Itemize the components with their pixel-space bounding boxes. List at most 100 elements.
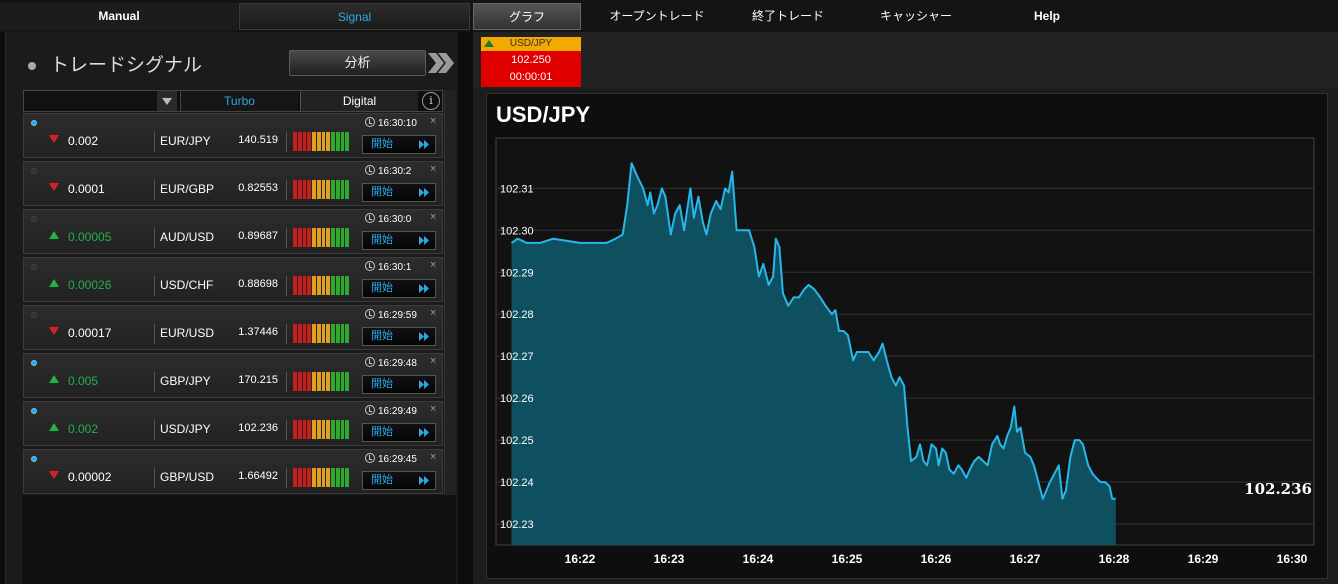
signal-list: 0.002 EUR/JPY 140.519 16:30:10 × 開始 0.0001 EUR/…	[23, 113, 443, 497]
start-button[interactable]: 開始	[362, 279, 436, 298]
meter-segment	[331, 468, 335, 487]
x-tick-label: 16:22	[565, 552, 596, 566]
strength-meter	[293, 324, 349, 343]
tab-manual[interactable]: Manual	[0, 3, 238, 30]
divider	[286, 228, 287, 248]
open-ticket[interactable]: USD/JPY 102.250 00:00:01	[481, 37, 581, 87]
status-dot	[31, 264, 37, 270]
close-icon[interactable]: ×	[430, 451, 437, 463]
close-icon[interactable]: ×	[430, 115, 437, 127]
close-icon[interactable]: ×	[430, 163, 437, 175]
start-label: 開始	[371, 138, 393, 150]
clock-icon	[365, 453, 375, 463]
x-tick-label: 16:30	[1277, 552, 1308, 566]
signal-time: 16:29:59	[365, 309, 429, 323]
meter-segment	[312, 420, 316, 439]
signal-pair: USD/CHF	[160, 278, 214, 292]
signal-price: 170.215	[238, 374, 278, 386]
signal-row[interactable]: 0.005 GBP/JPY 170.215 16:29:48 × 開始	[23, 353, 443, 398]
info-icon[interactable]: i	[422, 92, 440, 110]
meter-segment	[293, 132, 297, 151]
price-chart: 102.23 102.24 102.25 102.26 102.27 102.28 102.…	[486, 93, 1328, 579]
ticket-body: 102.250 00:00:01	[481, 51, 581, 87]
start-button[interactable]: 開始	[362, 135, 436, 154]
chart-svg: 102.23 102.24 102.25 102.26 102.27 102.28 102.…	[495, 137, 1315, 566]
meter-segment	[307, 324, 311, 343]
tab-digital[interactable]: Digital	[300, 91, 418, 111]
meter-segment	[321, 324, 326, 343]
meter-segment	[326, 276, 330, 295]
tab-help[interactable]: Help	[1033, 9, 1060, 23]
meter-segment	[340, 324, 345, 343]
meter-segment	[335, 180, 340, 199]
start-button[interactable]: 開始	[362, 183, 436, 202]
close-icon[interactable]: ×	[430, 259, 437, 271]
divider	[286, 324, 287, 344]
tab-turbo[interactable]: Turbo	[180, 91, 298, 111]
analyze-button[interactable]: 分析	[289, 50, 426, 76]
fast-forward-icon	[419, 332, 429, 341]
start-label: 開始	[371, 378, 393, 390]
signal-row[interactable]: 0.0001 EUR/GBP 0.82553 16:30:2 × 開始	[23, 161, 443, 206]
clock-icon	[365, 405, 375, 415]
signal-row[interactable]: 0.002 EUR/JPY 140.519 16:30:10 × 開始	[23, 113, 443, 158]
tab-graph[interactable]: グラフ	[473, 3, 581, 30]
signal-row[interactable]: 0.00005 AUD/USD 0.89687 16:30:0 × 開始	[23, 209, 443, 254]
divider	[154, 468, 155, 488]
divider	[154, 372, 155, 392]
start-button[interactable]: 開始	[362, 231, 436, 250]
meter-segment	[302, 276, 307, 295]
strength-meter	[293, 180, 349, 199]
signal-pair: GBP/JPY	[160, 374, 211, 388]
close-icon[interactable]: ×	[430, 355, 437, 367]
meter-segment	[321, 228, 326, 247]
signal-price: 0.88698	[238, 278, 278, 290]
meter-segment	[335, 324, 340, 343]
signal-time: 16:30:0	[365, 213, 429, 227]
start-label: 開始	[371, 234, 393, 246]
start-button[interactable]: 開始	[362, 375, 436, 394]
tab-signal[interactable]: Signal	[239, 3, 470, 30]
start-label: 開始	[371, 282, 393, 294]
signal-row[interactable]: 0.00017 EUR/USD 1.37446 16:29:59 × 開始	[23, 305, 443, 350]
meter-segment	[307, 276, 311, 295]
arrow-down-icon	[49, 471, 59, 479]
top-nav: Manual Signal グラフ オープントレード 終了トレード キャッシャー…	[0, 0, 1338, 32]
signal-row[interactable]: 0.002 USD/JPY 102.236 16:29:49 × 開始	[23, 401, 443, 446]
start-button[interactable]: 開始	[362, 471, 436, 490]
status-dot	[31, 312, 37, 318]
start-button[interactable]: 開始	[362, 327, 436, 346]
start-button[interactable]: 開始	[362, 423, 436, 442]
x-tick-label: 16:28	[1099, 552, 1130, 566]
meter-segment	[321, 132, 326, 151]
divider	[154, 276, 155, 296]
signal-time-text: 16:30:10	[378, 118, 417, 129]
graph-panel: USD/JPY 102.250 00:00:01 102.23 102.24 102…	[473, 32, 1338, 584]
divider	[154, 132, 155, 152]
signal-time: 16:29:48	[365, 357, 429, 371]
start-label: 開始	[371, 426, 393, 438]
meter-segment	[307, 228, 311, 247]
x-tick-label: 16:24	[743, 552, 774, 566]
meter-segment	[335, 468, 340, 487]
tab-open-trade[interactable]: オープントレード	[609, 9, 705, 23]
close-icon[interactable]: ×	[430, 211, 437, 223]
meter-segment	[316, 468, 321, 487]
symbol-select[interactable]	[24, 91, 178, 111]
scrollbar[interactable]	[444, 90, 456, 584]
meter-segment	[335, 132, 340, 151]
tab-closed-trade[interactable]: 終了トレード	[751, 9, 824, 23]
signal-row[interactable]: 0.00002 GBP/USD 1.66492 16:29:45 × 開始	[23, 449, 443, 494]
meter-segment	[335, 276, 340, 295]
signal-pair: USD/JPY	[160, 422, 211, 436]
close-icon[interactable]: ×	[430, 403, 437, 415]
chevron-down-icon[interactable]	[157, 91, 177, 111]
meter-segment	[297, 276, 302, 295]
meter-segment	[335, 228, 340, 247]
signal-list-empty-area	[22, 495, 456, 584]
signal-row[interactable]: 0.00026 USD/CHF 0.88698 16:30:1 × 開始	[23, 257, 443, 302]
fast-forward-icon	[419, 428, 429, 437]
signal-price: 0.89687	[238, 230, 278, 242]
close-icon[interactable]: ×	[430, 307, 437, 319]
tab-cashier[interactable]: キャッシャー	[879, 9, 952, 23]
